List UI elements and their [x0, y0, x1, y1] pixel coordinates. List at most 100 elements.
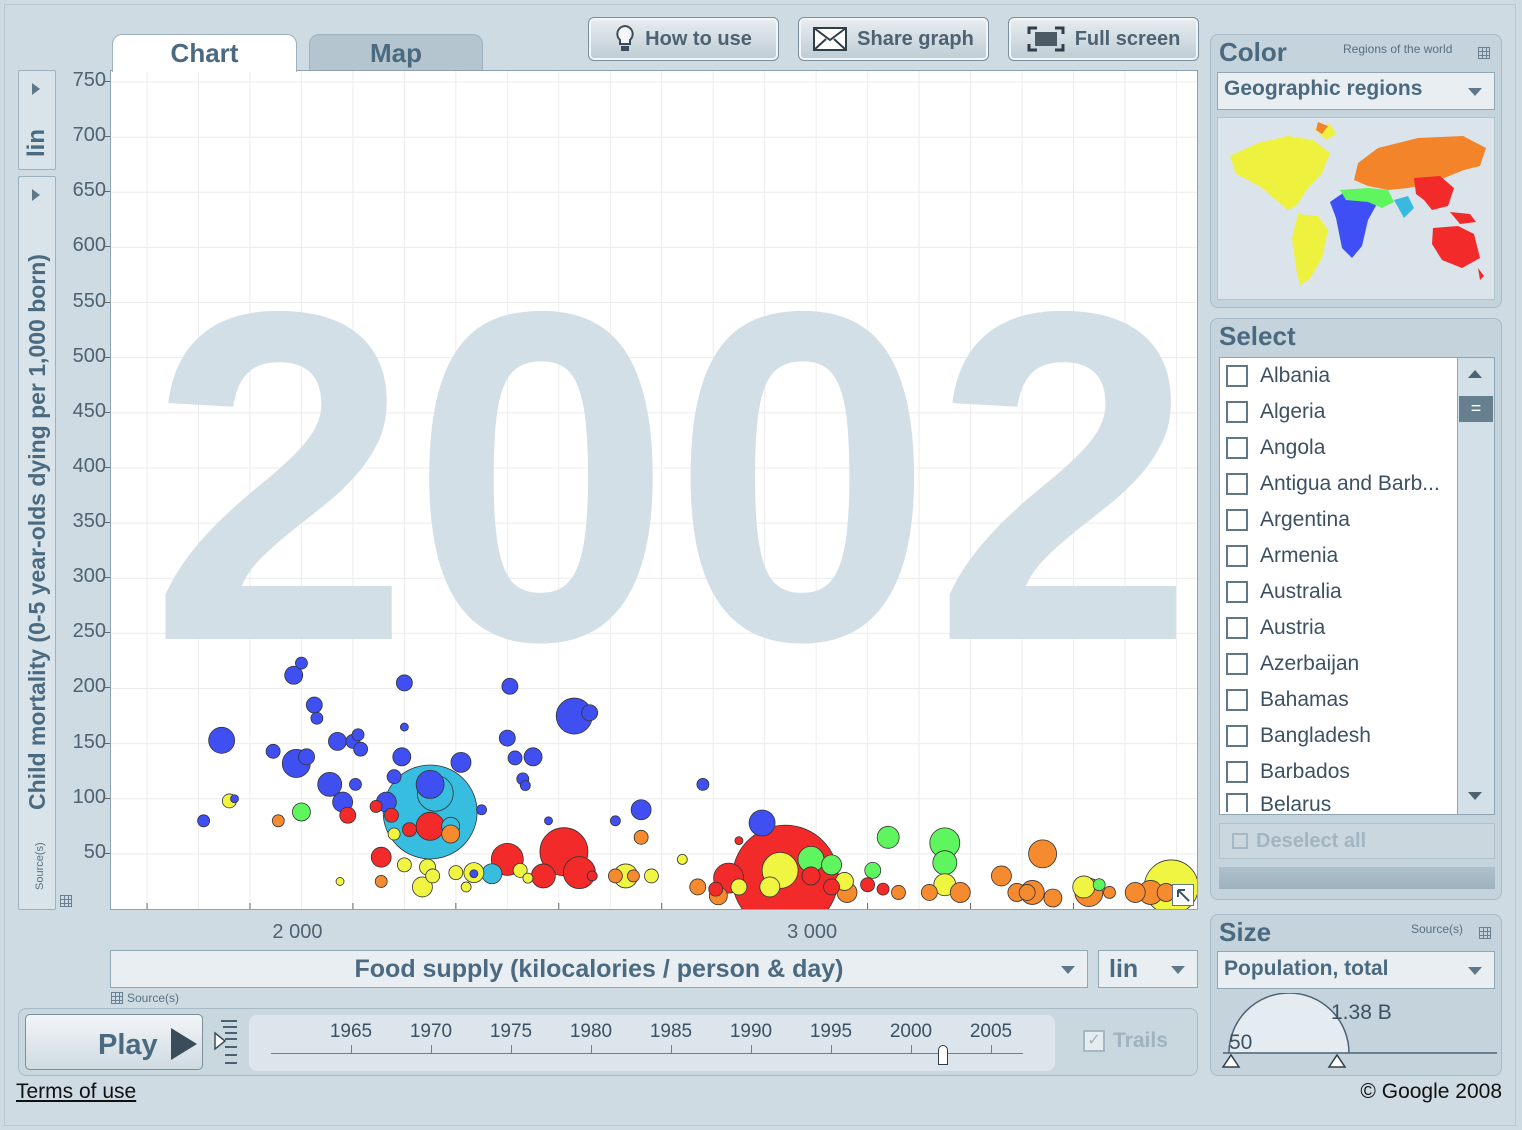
tab-chart[interactable]: Chart — [112, 34, 297, 72]
country-bubble[interactable] — [864, 862, 882, 879]
country-bubble[interactable] — [469, 869, 479, 879]
region-map[interactable] — [1217, 117, 1495, 300]
country-bubble[interactable] — [284, 665, 304, 685]
country-bubble[interactable] — [730, 878, 748, 896]
country-list-item[interactable]: Belarus — [1224, 793, 1331, 812]
country-checkbox[interactable] — [1226, 581, 1248, 603]
country-bubble[interactable] — [544, 816, 553, 826]
country-bubble[interactable] — [370, 846, 392, 868]
country-bubble[interactable] — [415, 770, 445, 799]
country-bubble[interactable] — [384, 807, 399, 823]
country-bubble[interactable] — [696, 778, 710, 791]
country-bubble[interactable] — [876, 825, 900, 849]
country-bubble[interactable] — [748, 809, 776, 837]
country-bubble[interactable] — [507, 750, 523, 766]
country-bubble[interactable] — [1124, 882, 1146, 903]
trails-toggle[interactable]: ✓ Trails — [1083, 1029, 1168, 1053]
country-list-item[interactable]: Armenia — [1224, 541, 1338, 571]
country-list-item[interactable]: Angola — [1224, 433, 1325, 463]
country-bubble[interactable] — [317, 772, 343, 797]
y-source-grid-icon[interactable] — [60, 895, 72, 907]
country-bubble[interactable] — [821, 854, 842, 876]
country-bubble[interactable] — [734, 836, 744, 846]
size-dropdown[interactable]: Population, total — [1217, 951, 1495, 989]
country-bubble[interactable] — [1028, 839, 1057, 869]
country-bubble[interactable] — [481, 863, 503, 885]
country-bubble[interactable] — [310, 711, 324, 725]
country-bubble[interactable] — [633, 829, 649, 845]
country-bubble[interactable] — [476, 804, 487, 816]
country-bubble[interactable] — [392, 747, 412, 767]
country-bubble[interactable] — [586, 870, 598, 882]
year-slider-track[interactable]: 1965 1970 1975 1980 1985 1990 1995 2000 2005 — [249, 1015, 1055, 1071]
x-axis-indicator-dropdown[interactable]: Food supply (kilocalories / person & day… — [110, 950, 1088, 988]
terms-of-use-link[interactable]: Terms of use — [16, 1080, 137, 1103]
country-bubble[interactable] — [339, 806, 357, 824]
country-list-item[interactable]: Antigua and Barb... — [1224, 469, 1440, 499]
country-bubble[interactable] — [991, 865, 1012, 887]
scroll-up-icon[interactable] — [1468, 370, 1482, 378]
country-bubble[interactable] — [425, 868, 441, 884]
country-bubble[interactable] — [689, 878, 707, 896]
country-bubble[interactable] — [512, 863, 528, 878]
country-bubble[interactable] — [1103, 886, 1116, 899]
country-bubble[interactable] — [708, 881, 724, 897]
country-bubble[interactable] — [759, 876, 781, 898]
country-bubble[interactable] — [441, 824, 461, 844]
country-list-item[interactable]: Barbados — [1224, 757, 1350, 787]
country-bubble[interactable] — [399, 722, 409, 732]
country-bubble[interactable] — [523, 747, 543, 767]
full-screen-button[interactable]: Full screen — [1008, 17, 1199, 61]
country-list-item[interactable]: Australia — [1224, 577, 1342, 607]
country-bubble[interactable] — [292, 802, 311, 822]
speed-slider[interactable] — [213, 1019, 239, 1069]
country-list-item[interactable]: Albania — [1224, 361, 1330, 391]
year-slider-handle[interactable] — [938, 1045, 948, 1065]
country-bubble[interactable] — [498, 729, 516, 747]
bubble-chart[interactable]: 2002 — [111, 71, 1197, 909]
country-checkbox[interactable] — [1226, 545, 1248, 567]
country-bubble[interactable] — [519, 780, 531, 791]
share-graph-button[interactable]: Share graph — [798, 17, 989, 61]
country-bubble[interactable] — [351, 728, 365, 742]
country-bubble[interactable] — [581, 704, 599, 722]
color-dropdown[interactable]: Geographic regions — [1217, 72, 1495, 110]
country-bubble[interactable] — [460, 881, 472, 893]
country-bubble[interactable] — [328, 732, 347, 751]
country-bubble[interactable] — [891, 885, 906, 900]
country-bubble[interactable] — [369, 800, 383, 813]
deselect-all-button[interactable]: Deselect all — [1219, 823, 1495, 859]
country-checkbox[interactable] — [1226, 761, 1248, 783]
country-bubble[interactable] — [271, 814, 285, 828]
country-bubble[interactable] — [386, 769, 402, 785]
country-bubble[interactable] — [676, 853, 688, 865]
country-bubble[interactable] — [402, 822, 417, 838]
country-bubble[interactable] — [627, 869, 640, 883]
chart-plot-area[interactable]: 2002 — [110, 70, 1198, 910]
country-checkbox[interactable] — [1226, 617, 1248, 639]
country-bubble[interactable] — [1092, 878, 1106, 892]
how-to-use-button[interactable]: How to use — [588, 17, 779, 61]
country-bubble[interactable] — [298, 748, 315, 766]
play-button[interactable]: Play — [25, 1014, 203, 1070]
country-list-item[interactable]: Azerbaijan — [1224, 649, 1359, 679]
country-bubble[interactable] — [415, 811, 445, 841]
country-bubble[interactable] — [197, 814, 211, 828]
country-checkbox[interactable] — [1226, 401, 1248, 423]
country-bubble[interactable] — [609, 815, 621, 827]
country-checkbox[interactable] — [1226, 653, 1248, 675]
country-bubble[interactable] — [335, 877, 345, 886]
country-bubble[interactable] — [860, 877, 875, 893]
scroll-thumb[interactable]: = — [1459, 396, 1493, 422]
country-list-item[interactable]: Bangladesh — [1224, 721, 1371, 751]
size-grid-icon[interactable] — [1479, 927, 1491, 939]
country-checkbox[interactable] — [1226, 473, 1248, 495]
country-list[interactable] — [1219, 357, 1495, 815]
country-bubble[interactable] — [387, 827, 401, 841]
size-source-link[interactable]: Source(s) — [1411, 922, 1464, 936]
country-bubble[interactable] — [932, 850, 958, 876]
country-bubble[interactable] — [305, 696, 323, 714]
country-checkbox[interactable] — [1226, 365, 1248, 387]
country-bubble[interactable] — [411, 876, 433, 898]
tab-map[interactable]: Map — [309, 34, 483, 70]
